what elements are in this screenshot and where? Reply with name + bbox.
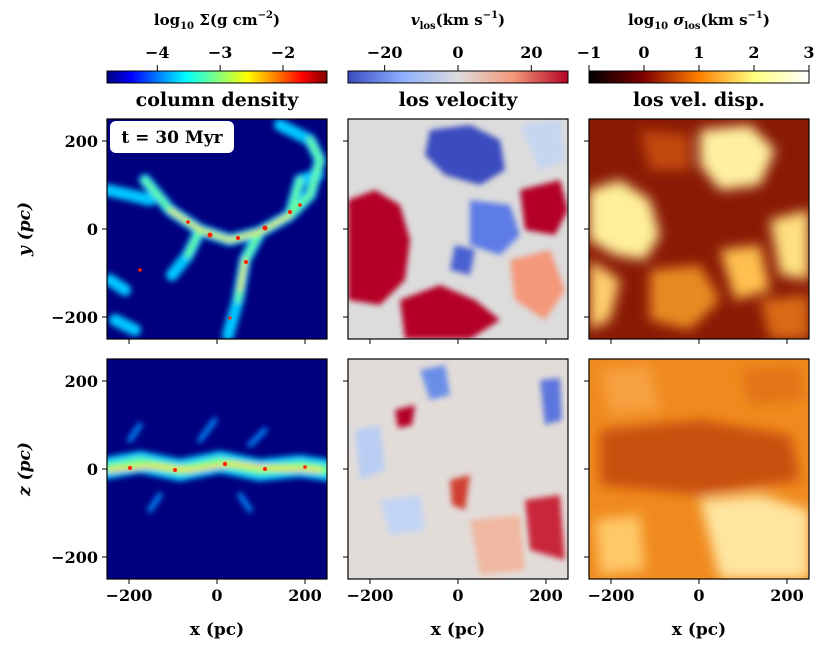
x-label-col2: x (pc) xyxy=(431,620,485,640)
x-tick-label: −200 xyxy=(106,586,153,605)
colorbar-dispersion-label: log10 σlos(km s−1) xyxy=(628,10,770,32)
panel-velocity-xz xyxy=(347,358,569,580)
panel-title-dispersion: los vel. disp. xyxy=(633,89,765,111)
colorbar-velocity-label: vlos(km s−1) xyxy=(411,10,505,32)
time-label: t = 30 Myr xyxy=(121,128,223,148)
colorbar-tick-label: 20 xyxy=(520,43,542,62)
panel-velocity-xy xyxy=(347,118,569,340)
x-tick-label: 0 xyxy=(211,586,222,605)
y-tick-label: −200 xyxy=(51,308,98,327)
colorbar-density: log10 Σ(g cm−2) −4 −3 −2 column density xyxy=(106,10,328,111)
y-tick-label: −200 xyxy=(51,548,98,567)
colorbar-density-bar xyxy=(106,70,328,84)
colorbar-velocity-bar xyxy=(347,70,569,84)
x-tick-label: 200 xyxy=(529,586,562,605)
colorbar-density-ticks: −4 −3 −2 xyxy=(145,43,295,71)
colorbar-tick-label: −20 xyxy=(367,43,403,62)
colorbar-tick-label: 2 xyxy=(748,43,759,62)
panel-dispersion-xy xyxy=(588,118,810,340)
colorbar-tick-label: 3 xyxy=(803,43,814,62)
colorbar-tick-label: 0 xyxy=(452,43,463,62)
row-label-z: z (pc) xyxy=(15,442,35,497)
colorbar-dispersion: log10 σlos(km s−1) −1 0 1 2 3 los vel. disp. xyxy=(577,10,815,111)
colorbar-tick-label: 0 xyxy=(638,43,649,62)
panel-density-xz xyxy=(106,358,328,580)
x-tick-label: 0 xyxy=(693,586,704,605)
x-tick-label: 200 xyxy=(770,586,803,605)
colorbar-velocity-ticks: −20 0 20 xyxy=(367,43,542,71)
colorbar-velocity: vlos(km s−1) −20 0 20 los velocity xyxy=(347,10,569,111)
panel-title-density: column density xyxy=(136,89,300,111)
y-tick-label: 0 xyxy=(87,220,98,239)
y-tick-label: 0 xyxy=(87,460,98,479)
x-tick-label: 0 xyxy=(452,586,463,605)
colorbar-dispersion-ticks: −1 0 1 2 3 xyxy=(577,43,815,71)
axes-ticks: −200 0 200 −200 0 200 −200 0 200 −200 0 200 −200 0 200 xyxy=(51,132,804,605)
colorbar-tick-label: −2 xyxy=(271,43,296,62)
panel-title-velocity: los velocity xyxy=(399,89,519,111)
x-label-col3: x (pc) xyxy=(672,620,726,640)
colorbar-tick-label: −1 xyxy=(577,43,602,62)
x-label-col1: x (pc) xyxy=(190,620,244,640)
y-tick-label: 200 xyxy=(65,372,98,391)
colorbar-dispersion-bar xyxy=(588,70,810,84)
colorbar-tick-label: 1 xyxy=(693,43,704,62)
row-label-y: y (pc) xyxy=(15,202,35,257)
x-tick-label: −200 xyxy=(347,586,394,605)
panel-density-xy: t = 30 Myr xyxy=(106,118,328,340)
x-tick-label: −200 xyxy=(588,586,635,605)
time-label-box xyxy=(110,121,234,153)
colorbar-tick-label: −3 xyxy=(208,43,233,62)
panel-dispersion-xz xyxy=(588,358,810,580)
y-tick-label: 200 xyxy=(65,132,98,151)
colorbar-tick-label: −4 xyxy=(145,43,170,62)
colorbar-density-label: log10 Σ(g cm−2) xyxy=(154,10,280,32)
x-tick-label: 200 xyxy=(288,586,321,605)
